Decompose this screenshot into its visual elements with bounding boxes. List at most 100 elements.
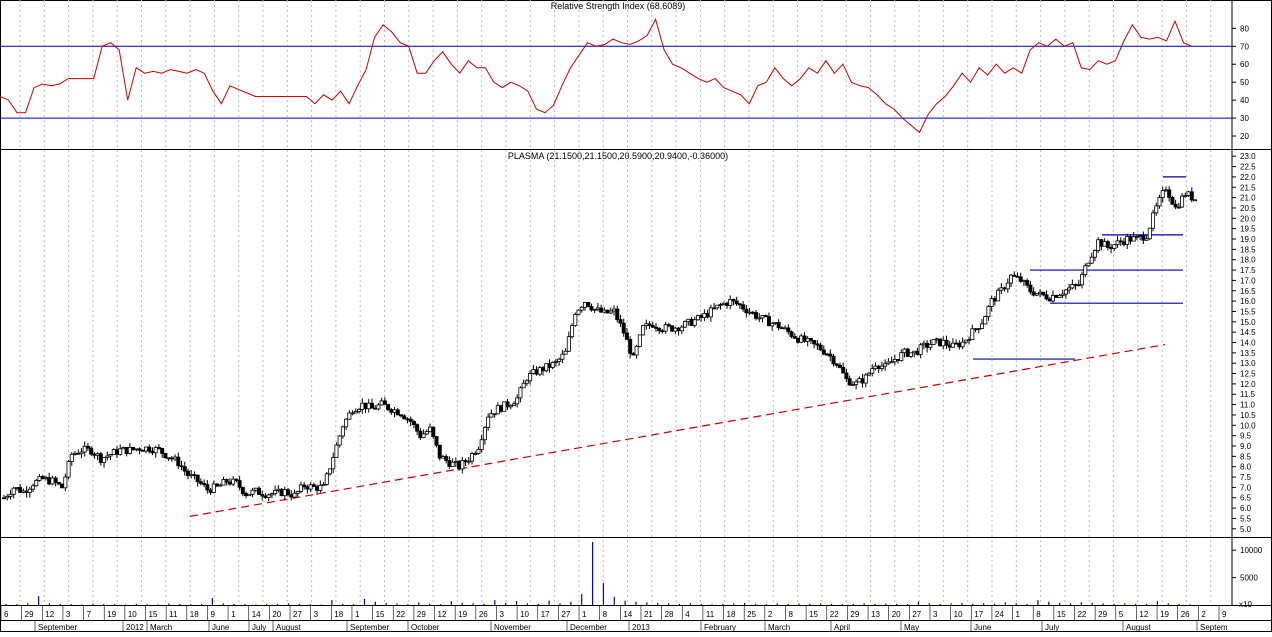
price-candle: [692, 316, 697, 328]
price-tick-label: 13.0: [1240, 359, 1256, 368]
price-candle: [486, 413, 491, 431]
price-candle: [992, 296, 997, 306]
price-candle: [657, 327, 662, 334]
rsi-tick-label: 50: [1240, 78, 1249, 87]
price-candle: [73, 451, 78, 456]
candle-body: [847, 378, 852, 386]
price-candle: [256, 486, 261, 495]
x-day-label: 3: [933, 610, 938, 619]
price-candle: [515, 394, 520, 408]
candle-body: [234, 478, 239, 481]
price-candle: [573, 312, 578, 327]
candle-body: [1154, 205, 1159, 214]
x-day-label: 3: [499, 610, 504, 619]
x-day-label: 18: [190, 610, 199, 619]
price-candle: [615, 305, 620, 323]
candle-body: [1102, 241, 1107, 247]
price-candle: [1076, 279, 1081, 287]
volume-y-ticks: 5000 10000: [1232, 546, 1263, 583]
price-tick-label: 14.5: [1240, 328, 1256, 337]
x-day-label: 1: [355, 610, 360, 619]
price-candle: [105, 451, 110, 461]
price-candle: [253, 487, 258, 493]
candle-body: [576, 309, 581, 315]
candle-body: [983, 316, 988, 325]
price-candle: [495, 402, 500, 415]
price-candle: [76, 449, 81, 455]
price-candle: [179, 461, 184, 471]
price-candle: [1170, 195, 1175, 205]
price-candle: [1092, 249, 1097, 262]
candle-body: [466, 460, 471, 463]
candle-body: [76, 452, 81, 455]
price-candle: [718, 302, 723, 310]
candle-body: [1060, 293, 1065, 296]
candle-body: [379, 400, 384, 406]
candle-body: [825, 353, 830, 356]
price-candle: [1112, 244, 1117, 251]
candle-body: [537, 367, 542, 375]
price-candle: [818, 342, 823, 352]
price-candle: [1009, 273, 1014, 288]
candle-body: [324, 473, 329, 485]
candle-body: [544, 363, 549, 372]
price-candle: [879, 361, 884, 372]
price-tick-label: 18.0: [1240, 256, 1256, 265]
price-candle: [776, 319, 781, 331]
x-month-labels: September 2012 March June July August Septembe…: [34, 620, 1228, 632]
price-candle: [986, 305, 991, 321]
candle-body: [673, 327, 678, 332]
candle-body: [570, 325, 575, 338]
candle-body: [663, 324, 668, 332]
candle-body: [644, 323, 649, 326]
candle-body: [424, 431, 429, 435]
candle-body: [344, 418, 349, 428]
x-day-label: 11: [169, 610, 178, 619]
price-candle: [867, 372, 872, 377]
candle-body: [327, 468, 332, 475]
candle-body: [641, 325, 646, 336]
price-candle: [260, 490, 265, 501]
candle-body: [440, 456, 445, 459]
candle-body: [31, 485, 36, 490]
candle-body: [582, 302, 587, 308]
candle-body: [986, 306, 991, 317]
price-candle: [215, 483, 220, 487]
candle-body: [276, 488, 281, 491]
price-candle: [1186, 190, 1191, 197]
price-candle: [27, 486, 32, 498]
candle-body: [1170, 196, 1175, 205]
price-candle: [660, 329, 665, 334]
candle-body: [634, 345, 639, 356]
candle-body: [131, 446, 136, 450]
candle-body: [305, 486, 310, 490]
candle-body: [463, 460, 468, 463]
price-candle: [173, 454, 178, 462]
candle-body: [834, 363, 839, 366]
price-tick-label: 9.0: [1240, 442, 1252, 451]
rsi-tick-label: 80: [1240, 24, 1249, 33]
candle-body: [215, 483, 220, 487]
candle-body: [347, 412, 352, 420]
candle-body: [398, 414, 403, 417]
price-candle: [996, 287, 1001, 302]
candle-body: [999, 287, 1004, 291]
candle-body: [1115, 240, 1120, 246]
price-candle: [834, 363, 839, 368]
price-candle: [589, 303, 594, 312]
candle-body: [53, 477, 58, 483]
price-candle: [1015, 272, 1020, 278]
price-candle: [1121, 237, 1126, 247]
candle-body: [1028, 284, 1033, 293]
x-day-label: 10: [954, 610, 963, 619]
price-candle: [954, 339, 959, 345]
candle-body: [954, 342, 959, 345]
price-candle: [808, 337, 813, 345]
price-tick-label: 23.0: [1240, 152, 1256, 161]
price-tick-label: 20.5: [1240, 204, 1256, 213]
x-month-label: April: [834, 623, 850, 632]
price-candle: [227, 478, 232, 486]
price-candle: [799, 333, 804, 344]
price-candle: [211, 480, 216, 494]
